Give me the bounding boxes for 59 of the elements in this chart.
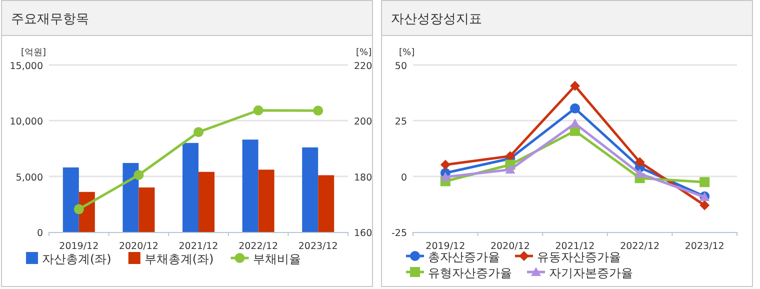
legend-label: 자산총계(좌) bbox=[42, 252, 112, 266]
y2-tick-label: 160 bbox=[354, 228, 372, 239]
legend-label: 부채총계(좌) bbox=[144, 252, 214, 266]
y-tick-label: 50 bbox=[394, 61, 407, 72]
y2-tick-label: 220 bbox=[354, 61, 372, 72]
point bbox=[634, 157, 645, 168]
y-tick-label: 15,000 bbox=[10, 61, 43, 72]
x-tick-label: 2021/12 bbox=[555, 241, 595, 252]
x-tick-label: 2019/12 bbox=[59, 241, 99, 252]
bar bbox=[182, 142, 198, 232]
bar bbox=[122, 162, 139, 232]
bar bbox=[138, 187, 155, 232]
y2-tick-label: 200 bbox=[354, 116, 372, 128]
bar bbox=[302, 147, 318, 232]
point bbox=[570, 103, 580, 114]
point bbox=[700, 177, 710, 188]
x-tick-label: 2022/12 bbox=[238, 241, 278, 252]
point bbox=[505, 164, 516, 174]
y-tick-label: 25 bbox=[394, 116, 407, 128]
x-tick-label: 2020/12 bbox=[490, 241, 530, 252]
bar bbox=[198, 172, 214, 232]
point bbox=[313, 106, 324, 116]
y-tick-label: 10,000 bbox=[10, 116, 43, 128]
point bbox=[570, 80, 580, 91]
x-tick-label: 2019/12 bbox=[426, 241, 466, 252]
point bbox=[134, 170, 144, 180]
point bbox=[570, 118, 580, 128]
bar bbox=[318, 175, 334, 232]
point bbox=[505, 151, 516, 162]
point bbox=[700, 200, 710, 210]
point bbox=[440, 160, 450, 170]
y-tick-label: -25 bbox=[391, 228, 407, 239]
point bbox=[194, 127, 204, 138]
y-tick-label: 0 bbox=[400, 172, 407, 184]
y-axis-title: [%] bbox=[399, 48, 415, 58]
x-tick-label: 2021/12 bbox=[178, 241, 218, 252]
y-axis-title: [억원] bbox=[21, 48, 46, 58]
legend-label: 총자산증가율 bbox=[428, 250, 500, 264]
bar bbox=[62, 167, 79, 232]
y2-tick-label: 180 bbox=[354, 172, 372, 184]
y2-axis-title: [%] bbox=[356, 48, 372, 58]
point bbox=[440, 172, 450, 181]
legend-label: 부채비율 bbox=[252, 252, 301, 266]
x-tick-label: 2022/12 bbox=[620, 241, 660, 252]
y-tick-label: 0 bbox=[36, 228, 43, 239]
bar bbox=[242, 140, 258, 232]
x-tick-label: 2020/12 bbox=[118, 241, 158, 252]
point bbox=[253, 105, 264, 116]
x-tick-label: 2023/12 bbox=[298, 241, 338, 252]
legend-label: 자기자본증가율 bbox=[549, 266, 633, 280]
chart-title: 자산성장성지표 bbox=[391, 12, 482, 27]
point bbox=[74, 204, 84, 214]
legend-label: 유동자산증가율 bbox=[537, 250, 621, 264]
x-tick-label: 2023/12 bbox=[684, 241, 724, 252]
chart-title: 주요재무항목 bbox=[11, 12, 89, 27]
legend-label: 유형자산증가율 bbox=[428, 266, 512, 280]
bar bbox=[258, 170, 274, 232]
y-tick-label: 5,000 bbox=[16, 172, 43, 184]
point bbox=[634, 168, 645, 178]
